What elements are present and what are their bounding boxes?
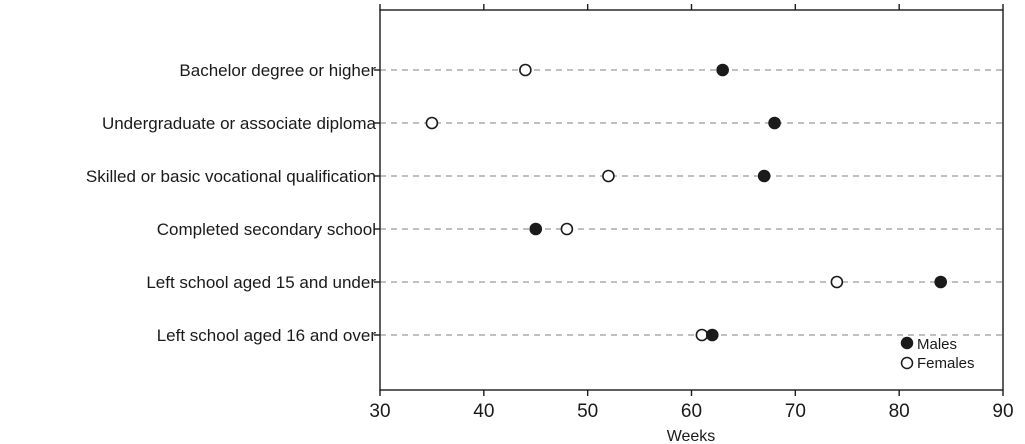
x-tick-label: 90 [992,401,1013,422]
female-point [560,222,574,236]
female-point [425,116,439,130]
female-point [830,275,844,289]
male-point [705,328,719,342]
legend-males-label: Males [917,336,957,353]
x-tick-label: 30 [369,401,390,422]
y-axis-categories: Bachelor degree or higher Undergraduate o… [86,61,380,345]
x-tick-label: 70 [785,401,806,422]
data-points [425,63,948,342]
legend-males-marker [900,336,914,350]
male-point [768,116,781,130]
x-axis: 30 40 50 60 70 80 90 [369,4,1014,422]
category-label: Bachelor degree or higher [179,61,376,80]
x-tick-label: 60 [681,401,702,422]
male-point [757,169,771,183]
gridlines [380,69,1003,336]
legend: Males Females [900,336,975,372]
male-point [934,275,948,289]
x-tick-label: 80 [889,401,910,422]
female-point [695,328,709,342]
female-point [602,169,615,183]
category-label: Left school aged 15 and under [146,273,376,292]
female-point [519,63,532,77]
male-point [716,63,729,77]
x-axis-title: Weeks [667,428,716,444]
category-label: Completed secondary school [157,220,376,239]
category-label: Skilled or basic vocational qualificatio… [86,167,376,186]
legend-females-label: Females [917,355,975,372]
x-tick-label: 50 [577,401,598,422]
plot-frame [379,9,1004,391]
category-label: Undergraduate or associate diploma [102,114,377,133]
x-tick-label: 40 [473,401,494,422]
male-point [529,222,543,236]
category-label: Left school aged 16 and over [157,326,377,345]
legend-females-marker [900,356,914,370]
